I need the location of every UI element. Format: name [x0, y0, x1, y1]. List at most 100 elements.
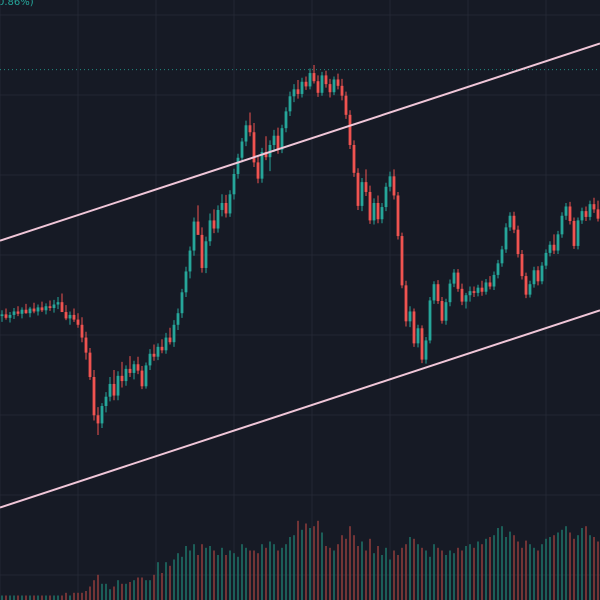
candle-body [548, 244, 552, 253]
candle [560, 212, 564, 238]
candle [120, 361, 124, 388]
candle [440, 296, 444, 324]
candle [380, 203, 384, 224]
volume-bar [373, 553, 375, 600]
candle [48, 300, 52, 311]
volume-bar [109, 589, 111, 600]
candle-body [396, 195, 400, 237]
candle [228, 190, 232, 217]
candle-body [424, 340, 428, 360]
channel-upper-line[interactable] [0, 42, 600, 242]
candle-body [564, 206, 568, 216]
channel-lower-line[interactable] [0, 309, 600, 509]
volume-bar [333, 550, 335, 600]
candle-body [292, 89, 296, 97]
volume-bar [481, 544, 483, 600]
volume-bar [349, 526, 351, 600]
candle-body [164, 337, 168, 351]
candle [248, 112, 252, 137]
candle-body [444, 302, 448, 321]
candle [88, 348, 92, 380]
volume-bar [61, 595, 63, 600]
candle-body [452, 272, 456, 284]
candle [60, 293, 64, 313]
candle-body [192, 221, 196, 251]
candle [64, 305, 68, 321]
candle [432, 281, 436, 304]
candle [532, 266, 536, 288]
candle-body [552, 244, 556, 251]
candle [148, 349, 152, 371]
volume-bar [69, 595, 71, 600]
candle [72, 308, 76, 322]
candle [164, 332, 168, 354]
volume-bar [433, 544, 435, 600]
volume-bar [113, 586, 115, 600]
volume-bar [469, 544, 471, 600]
candle-body [52, 304, 56, 308]
candle [340, 78, 344, 101]
candle [160, 339, 164, 354]
candle-body [68, 314, 72, 319]
candle [400, 232, 404, 289]
candle-body [380, 207, 384, 220]
candle-body [112, 383, 116, 396]
candle [520, 249, 524, 280]
candle [288, 91, 292, 116]
candle [108, 377, 112, 402]
volume-bar [289, 537, 291, 600]
candle [392, 169, 396, 200]
candle [84, 331, 88, 360]
candle-body [204, 241, 208, 268]
volume-bar [337, 544, 339, 600]
candle-body [116, 375, 120, 396]
candle-body [220, 203, 224, 210]
candle [44, 303, 48, 315]
candle-body [568, 206, 572, 221]
volume-bar [305, 523, 307, 600]
candle-body [440, 301, 444, 321]
candle [516, 225, 520, 258]
candle-body [456, 272, 460, 289]
candle [176, 308, 180, 331]
candle-body [188, 250, 192, 272]
candle [360, 178, 364, 212]
candle-body [208, 220, 212, 242]
parallel-channel[interactable] [0, 42, 600, 509]
candle [40, 301, 44, 313]
candle [564, 203, 568, 220]
candle-body [244, 125, 248, 142]
candle-body [240, 141, 244, 158]
volume-bar [149, 580, 151, 600]
candle-body [536, 270, 540, 282]
candle-body [580, 211, 584, 221]
volume-bar [249, 550, 251, 600]
candle [416, 324, 420, 348]
candle-body [324, 75, 328, 85]
volume-bar [313, 526, 315, 600]
volume-bar [401, 547, 403, 600]
volume-bar [417, 544, 419, 600]
volume-bar [545, 538, 547, 600]
candle-body [104, 396, 108, 406]
candle [128, 356, 132, 377]
candle-body [420, 328, 424, 360]
candle-body [508, 215, 512, 228]
candle [252, 122, 256, 168]
candle-body [516, 229, 520, 255]
candle [512, 211, 516, 234]
volume-bar [581, 528, 583, 600]
candle [292, 84, 296, 103]
candle-body [156, 346, 160, 357]
candle-body [248, 125, 252, 133]
candle-body [280, 128, 284, 150]
volume-bar [357, 546, 359, 600]
candle [32, 302, 36, 314]
candle-body [36, 307, 40, 312]
volume-bar [189, 550, 191, 600]
candle-body [352, 145, 356, 173]
candle-body [304, 81, 308, 87]
volume-bar [253, 550, 255, 600]
